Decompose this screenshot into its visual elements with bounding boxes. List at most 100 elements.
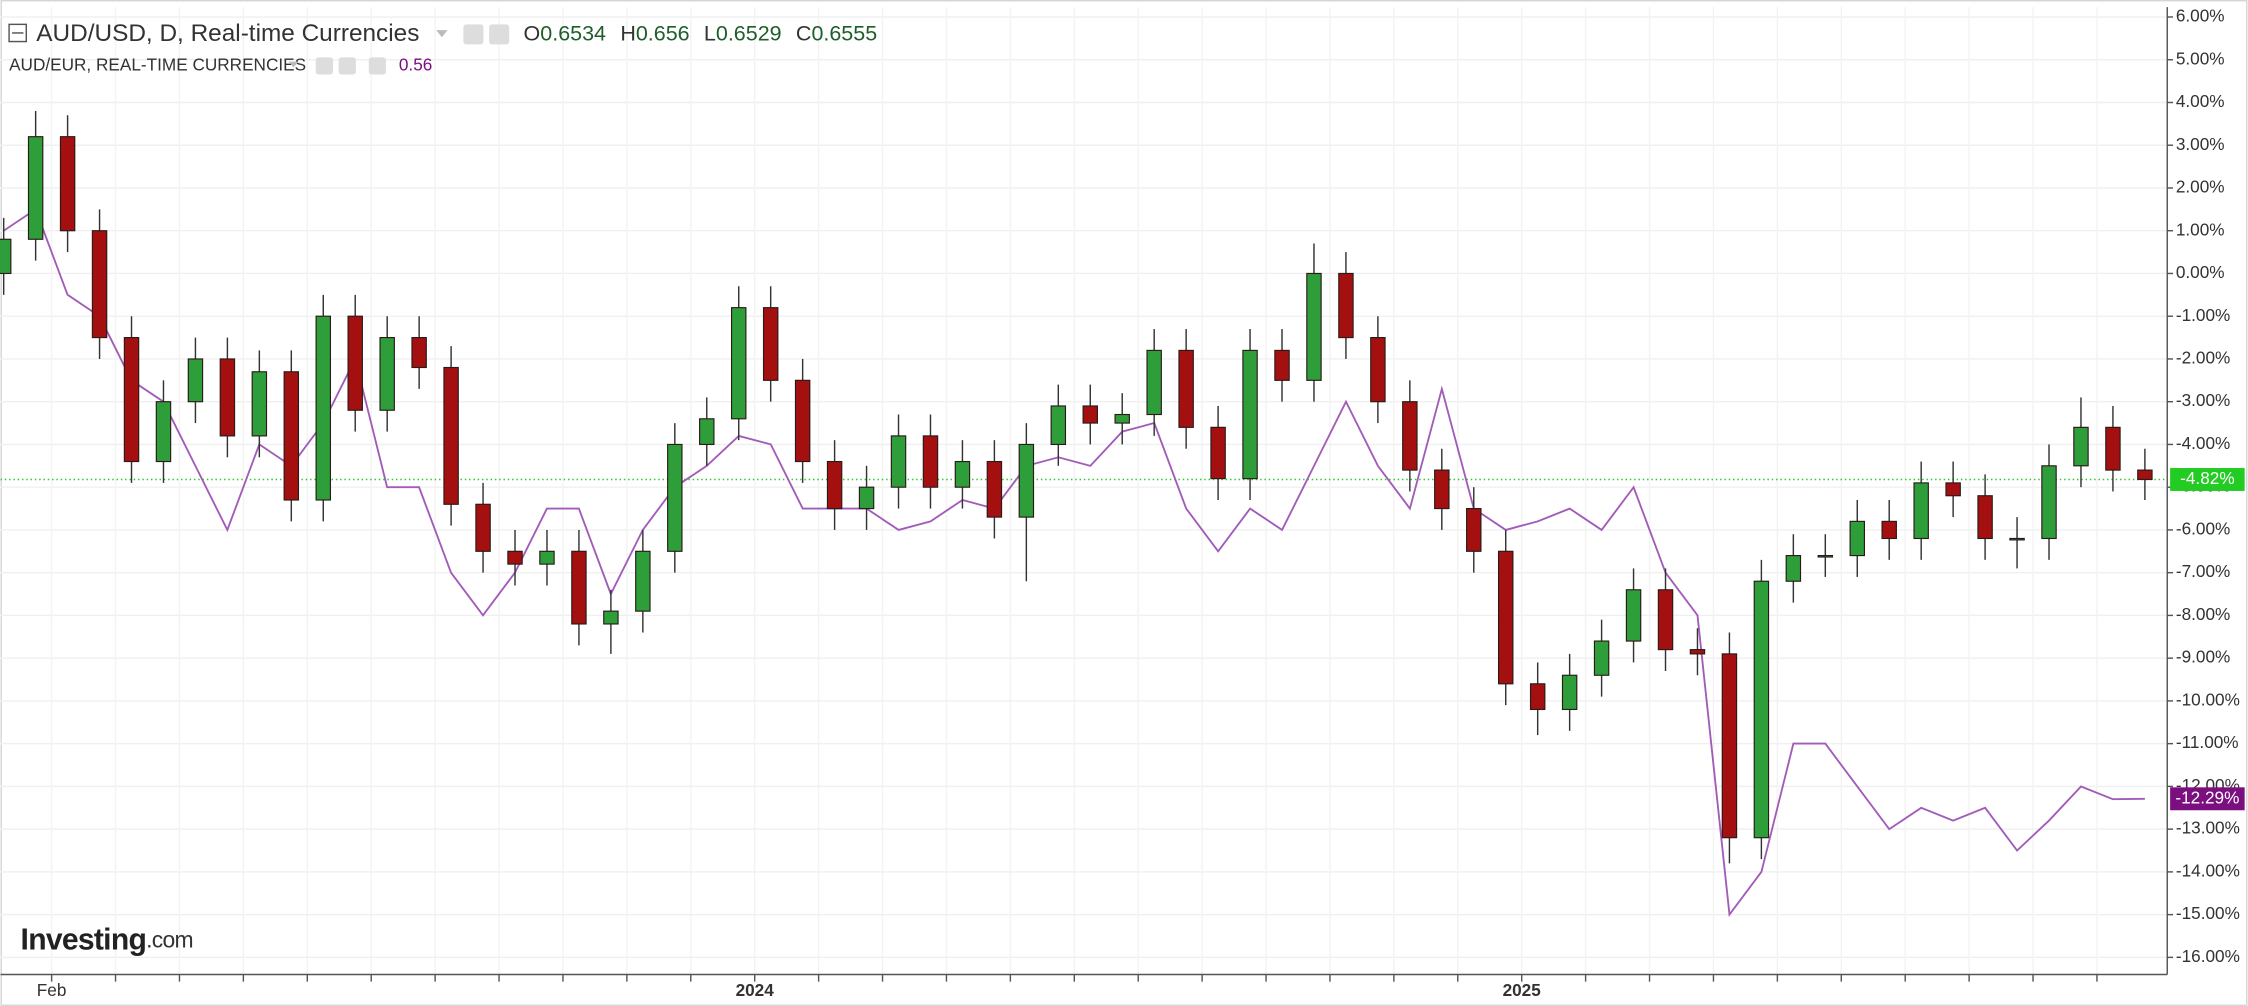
y-tick-label: 6.00% [2176, 6, 2225, 26]
y-tick-label: -2.00% [2176, 347, 2230, 367]
candle-body [123, 337, 140, 463]
settings-icon [315, 57, 333, 75]
candle-body [1242, 349, 1258, 480]
candle-body [1434, 469, 1450, 510]
y-tick-label: 5.00% [2176, 48, 2225, 68]
candle-body [1274, 349, 1290, 381]
last-value-label: -12.29% [2175, 787, 2239, 807]
y-tick-label: -11.00% [2176, 732, 2239, 752]
candle-body [699, 418, 715, 446]
candle-body [155, 401, 172, 463]
ohlc-key: L [704, 21, 716, 45]
legend: AUD/USD, D, Real-time Currencies AUD/EUR… [8, 20, 878, 75]
candle-body [1657, 589, 1674, 651]
y-tick-label: 3.00% [2176, 134, 2225, 154]
collapse-icon[interactable] [8, 23, 28, 43]
ohlc-value: 0.6555 [811, 21, 877, 45]
ohlc-value: 0.6534 [540, 21, 606, 45]
y-tick-label: 4.00% [2176, 91, 2225, 111]
candle-body [1977, 495, 1993, 540]
candle-body [283, 371, 300, 501]
candle-body [91, 230, 108, 339]
y-tick-label: -9.00% [2176, 647, 2230, 667]
x-tick-label: 2024 [736, 980, 775, 1000]
candle-body [219, 358, 236, 437]
grid [0, 7, 2168, 975]
y-tick-label: -16.00% [2176, 946, 2240, 966]
compare-title: AUD/EUR, REAL-TIME CURRENCIES [9, 54, 306, 74]
candle-body [730, 307, 747, 420]
y-tick-label: -6.00% [2176, 518, 2230, 538]
candle-body [922, 435, 939, 488]
y-tick-label: -15.00% [2176, 903, 2240, 923]
settings-icon [338, 57, 356, 75]
candle-body [1146, 349, 1162, 416]
settings-icon [463, 24, 484, 45]
y-tick-label: -10.00% [2176, 689, 2240, 709]
ohlc-value: 0.6529 [716, 21, 782, 45]
candle-body [315, 315, 332, 501]
candle-body [1945, 482, 1961, 497]
candle-body [187, 358, 204, 403]
candle-body [2137, 469, 2153, 481]
candle-body [2041, 465, 2057, 540]
brand-suffix: .com [146, 927, 193, 953]
y-tick-label: 0.00% [2176, 262, 2225, 282]
dropdown-icon [288, 61, 299, 68]
candle-body [1178, 349, 1194, 428]
candle-body [826, 460, 843, 510]
candle-body [1753, 580, 1770, 839]
brand: Investing.com [21, 923, 194, 956]
candle-body [1050, 405, 1067, 446]
ohlc-key: O [524, 21, 541, 45]
candle-body [475, 503, 491, 552]
last-value-box [2170, 787, 2245, 811]
x-tick-label: Feb [37, 980, 67, 1000]
ohlc-key: H [620, 21, 636, 45]
candle-body [379, 337, 395, 411]
candle-body [986, 460, 1003, 518]
y-tick-label: -8.00% [2176, 604, 2230, 624]
candle-body [858, 486, 875, 510]
candle-body [1370, 337, 1386, 403]
ohlc-key: C [796, 21, 812, 45]
candle-body [1402, 401, 1418, 471]
candle-body [1466, 507, 1482, 552]
candle-body [2105, 426, 2121, 471]
candle-body [2073, 426, 2089, 467]
x-tick-label: 2025 [1503, 980, 1542, 1000]
candle-body [667, 443, 683, 552]
candle-body [1082, 405, 1099, 424]
candle-body [1210, 426, 1226, 480]
candle-body [2009, 537, 2025, 541]
candle-body [59, 136, 76, 232]
candle-body [539, 550, 555, 565]
ohlc-value: 0.656 [636, 21, 690, 45]
candle-body [794, 379, 811, 463]
y-tick-label: 2.00% [2176, 177, 2225, 197]
candle-body [1785, 555, 1802, 582]
dropdown-icon [436, 30, 448, 38]
candle-body [1561, 674, 1578, 711]
candle-body [635, 550, 651, 612]
candle-body [1625, 589, 1642, 642]
candle-body [1018, 443, 1035, 518]
ohlc-legend: O0.6534 H0.656 L0.6529 C0.6555 [524, 21, 878, 45]
candle-body [1817, 555, 1834, 558]
close-icon [368, 57, 386, 75]
axes: 6.00% 5.00% 4.00% 3.00% 2.00% 1.00% 0.00% -1.00… [0, 6, 2245, 1000]
y-tick-label: -13.00% [2176, 818, 2240, 838]
candle-body [443, 366, 459, 505]
candle-body [1881, 520, 1897, 540]
y-tick-label: -7.00% [2176, 561, 2230, 581]
candle-body [1114, 413, 1130, 424]
candle-body [1689, 649, 1706, 655]
settings-icon [489, 24, 510, 45]
compare-value: 0.56 [399, 54, 432, 74]
candle-body [1529, 683, 1546, 711]
y-tick-label: -4.00% [2176, 433, 2230, 453]
candle-body [411, 337, 427, 369]
